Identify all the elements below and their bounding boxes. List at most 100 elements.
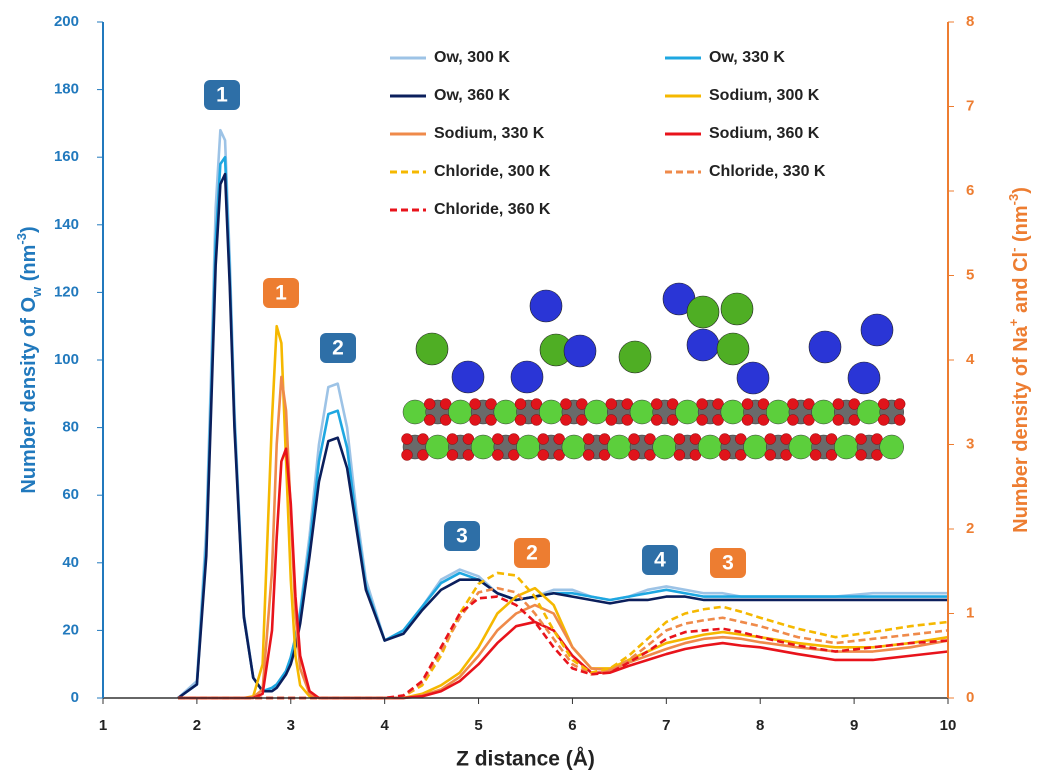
atom [878,399,889,410]
atom [538,450,549,461]
atom [857,400,881,424]
x-tick-label: 7 [662,717,670,734]
atom [812,400,836,424]
atom [560,399,571,410]
atom [834,435,858,459]
y-tick-label: 180 [54,81,79,98]
atom [606,415,617,426]
molecule-inset [402,283,906,461]
atom [402,434,413,445]
x-tick-label: 4 [380,717,389,734]
x-tick-label: 5 [474,717,482,734]
atom [494,400,518,424]
legend-label: Chloride, 360 K [434,201,551,218]
atom [447,434,458,445]
x-axis-label: Z distance (Å) [456,747,595,771]
atom [562,435,586,459]
ion [737,362,769,394]
y-tick-label: 40 [62,554,79,571]
peak-label: 3 [722,552,734,575]
atom [403,400,427,424]
y2-tick-label: 1 [966,604,974,621]
atom [766,400,790,424]
axis-label-part: and Cl [1010,252,1032,319]
ion [511,361,543,393]
atom [515,415,526,426]
ion [452,361,484,393]
atom [517,435,541,459]
atom [471,435,495,459]
y-tick-label: 100 [54,351,79,368]
atom [651,399,662,410]
atom [653,435,677,459]
chart: 1234567891002040608010012014016018020001… [0,0,1042,775]
ion [416,333,448,365]
axis-label-part: -3 [1006,194,1021,206]
atom [894,415,905,426]
atom [675,400,699,424]
legend-label: Sodium, 300 K [709,87,820,104]
atom [810,450,821,461]
atom [629,434,640,445]
atom [833,399,844,410]
y-tick-label: 0 [71,689,79,706]
atom [448,400,472,424]
y2-tick-label: 5 [966,266,974,283]
axis-label: Number density of Ow (nm-3) [14,226,44,493]
peak-label: 1 [216,84,228,107]
y-tick-label: 60 [62,486,79,503]
axis-label-part: (nm [18,245,40,287]
atom [515,399,526,410]
atom [470,399,481,410]
y2-tick-label: 7 [966,97,974,114]
axis-label-part: ) [18,226,40,233]
atom [697,399,708,410]
y-tick-label: 200 [54,13,79,30]
ion [717,333,749,365]
atom [742,415,753,426]
axis-label-part: -3 [14,233,29,245]
y-tick-label: 80 [62,419,79,436]
legend-label: Sodium, 330 K [434,125,545,142]
atom [470,415,481,426]
atom [789,435,813,459]
atom [744,435,768,459]
ion [809,331,841,363]
atom [583,450,594,461]
atom [606,399,617,410]
y-tick-label: 20 [62,621,79,638]
x-tick-label: 8 [756,717,764,734]
x-tick-label: 9 [850,717,858,734]
x-tick-label: 10 [940,717,957,734]
atom [765,434,776,445]
series-line [178,449,948,698]
atom [721,400,745,424]
atom [426,435,450,459]
atom [424,415,435,426]
legend-label: Ow, 330 K [709,49,785,66]
atom [697,415,708,426]
ion [687,296,719,328]
ion [687,329,719,361]
y2-tick-label: 8 [966,13,974,30]
axis-label-part: ) [1010,187,1032,194]
axis-label-part: Number density of Na [1010,325,1032,533]
atom [894,399,905,410]
x-tick-label: 6 [568,717,576,734]
atom [629,450,640,461]
atom [719,434,730,445]
legend-label: Ow, 360 K [434,87,510,104]
atom [630,400,654,424]
atom [402,450,413,461]
atom [765,450,776,461]
atom [674,450,685,461]
ion [861,314,893,346]
atom [878,415,889,426]
peak-label: 4 [654,549,666,572]
atom [787,399,798,410]
atom [719,450,730,461]
atom [424,399,435,410]
atom [583,434,594,445]
x-tick-label: 1 [99,717,107,734]
peak-label: 3 [456,525,468,548]
